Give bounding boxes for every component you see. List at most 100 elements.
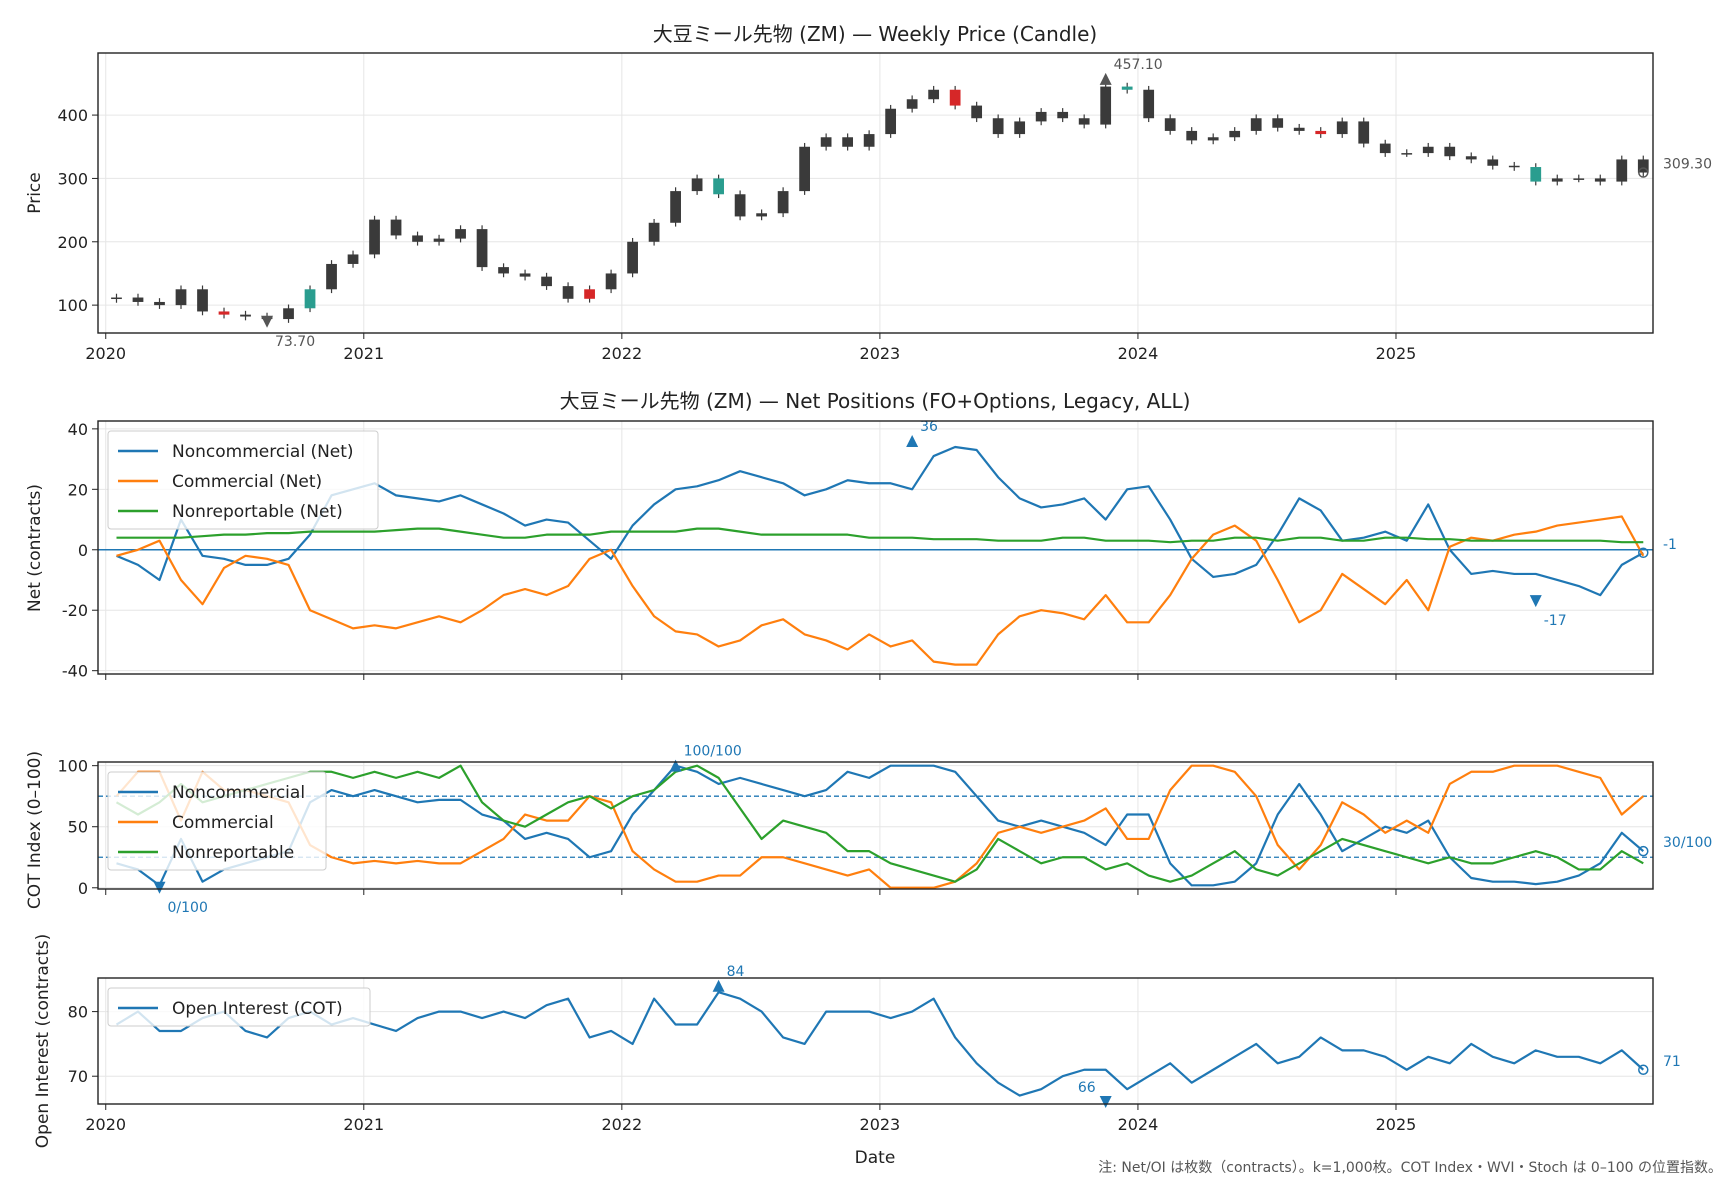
candle-body <box>1637 159 1649 173</box>
y-tick-label: 100 <box>57 296 88 315</box>
candle-body <box>1315 130 1327 135</box>
candle-body <box>777 191 789 214</box>
legend-label: Nonreportable (Net) <box>172 502 343 522</box>
legend-label: Commercial <box>172 813 274 833</box>
candle-body <box>476 229 488 268</box>
panel-3: 2020 2021 2022 2023 2024 2025 70 80 Open Interes… <box>68 964 1681 1134</box>
candle <box>885 104 897 138</box>
candle-body <box>885 108 897 135</box>
candle-body <box>1078 118 1090 125</box>
candle <box>734 190 746 221</box>
candle <box>218 307 230 319</box>
y-tick-label: 400 <box>57 106 88 125</box>
candle <box>132 293 144 306</box>
candle <box>240 310 251 321</box>
min-marker-icon <box>1529 595 1542 608</box>
series-line-nonreportable-net- <box>116 527 1644 544</box>
oi-y-label: Open Interest (contracts) <box>33 934 53 1148</box>
annotation-min: 66 <box>1078 1080 1112 1109</box>
candle-body <box>541 276 552 287</box>
y-tick-label: 100 <box>57 757 88 776</box>
candle <box>562 282 574 303</box>
candle <box>1057 108 1069 123</box>
candle <box>1594 174 1606 186</box>
annotation-max: 84 <box>712 964 745 992</box>
candle-body <box>498 267 509 274</box>
annotation-min: 0/100 <box>153 881 208 916</box>
candle <box>1358 117 1370 148</box>
annotation-max: 36 <box>906 419 938 447</box>
candle-body <box>1164 118 1176 131</box>
candle <box>1315 127 1327 138</box>
plot-frame <box>97 420 1654 675</box>
candle-body <box>240 314 251 317</box>
candle <box>605 269 617 294</box>
candle-body <box>1444 146 1456 157</box>
candle <box>949 85 961 110</box>
candle <box>1551 174 1563 186</box>
candle-body <box>218 311 230 315</box>
legend: Noncommercial Commercial Nonreportable <box>107 771 327 871</box>
candle <box>627 237 638 278</box>
max-marker-icon <box>712 979 725 992</box>
candle <box>541 272 552 290</box>
candle-body <box>992 118 1004 135</box>
annotation-label: 71 <box>1663 1054 1681 1070</box>
candle-body <box>1594 178 1606 182</box>
annotation-min: -17 <box>1529 595 1567 629</box>
candle <box>1573 174 1585 183</box>
x-tick-label: 2023 <box>860 1115 901 1134</box>
legend-box <box>107 771 327 871</box>
candle <box>648 218 660 246</box>
annotation-label: -1 <box>1663 537 1677 553</box>
last-value-marker <box>1638 1064 1649 1076</box>
candle-body <box>1401 153 1413 155</box>
candle-body <box>928 89 940 100</box>
candle-body <box>175 289 187 306</box>
candle <box>691 174 703 195</box>
panel-1: -40 -20 0 20 40 Noncommercial (Net) Commercial… <box>62 419 1677 681</box>
candle <box>1637 155 1649 177</box>
candle-body <box>949 89 961 106</box>
annotation-max: 100/100 <box>669 744 742 772</box>
candle <box>1121 82 1133 94</box>
candle-body <box>1250 118 1262 131</box>
candle <box>154 298 165 309</box>
candle <box>1508 161 1520 171</box>
annotation-last: -1 <box>1638 537 1677 559</box>
annotation-label: 36 <box>920 419 938 435</box>
candle <box>1143 85 1155 123</box>
candle <box>390 215 402 240</box>
x-tick-label: 2025 <box>1376 344 1417 363</box>
legend-label: Commercial (Net) <box>172 472 322 492</box>
candle-body <box>971 105 983 119</box>
candle-body <box>304 289 316 309</box>
candle <box>1014 117 1026 138</box>
y-tick-label: 200 <box>57 233 88 252</box>
annotation-min: 73.70 <box>261 315 315 350</box>
candle <box>1250 114 1262 135</box>
candle-body <box>756 213 767 217</box>
candle <box>971 101 983 123</box>
candle-body <box>1616 159 1628 182</box>
candle-body <box>734 194 746 217</box>
cot-index-y-label: COT Index (0–100) <box>25 751 45 909</box>
candle <box>369 215 380 259</box>
candle-body <box>154 301 165 306</box>
candle-body <box>390 219 402 236</box>
x-tick-label: 2022 <box>601 1115 642 1134</box>
candle <box>670 187 681 227</box>
x-tick-label: 2022 <box>601 344 642 363</box>
candle <box>842 133 854 151</box>
candle-body <box>369 219 380 255</box>
series-line-open-interest-cot- <box>115 991 1645 1097</box>
candle <box>992 114 1004 138</box>
candle-body <box>1358 121 1370 144</box>
candle-body <box>1035 111 1047 122</box>
legend: Noncommercial (Net) Commercial (Net) Nonre… <box>107 430 379 530</box>
candle <box>1336 117 1348 138</box>
candle-body <box>1487 159 1499 166</box>
candle-body <box>820 137 832 147</box>
annotation-label: 0/100 <box>168 900 208 916</box>
candle <box>111 293 122 303</box>
